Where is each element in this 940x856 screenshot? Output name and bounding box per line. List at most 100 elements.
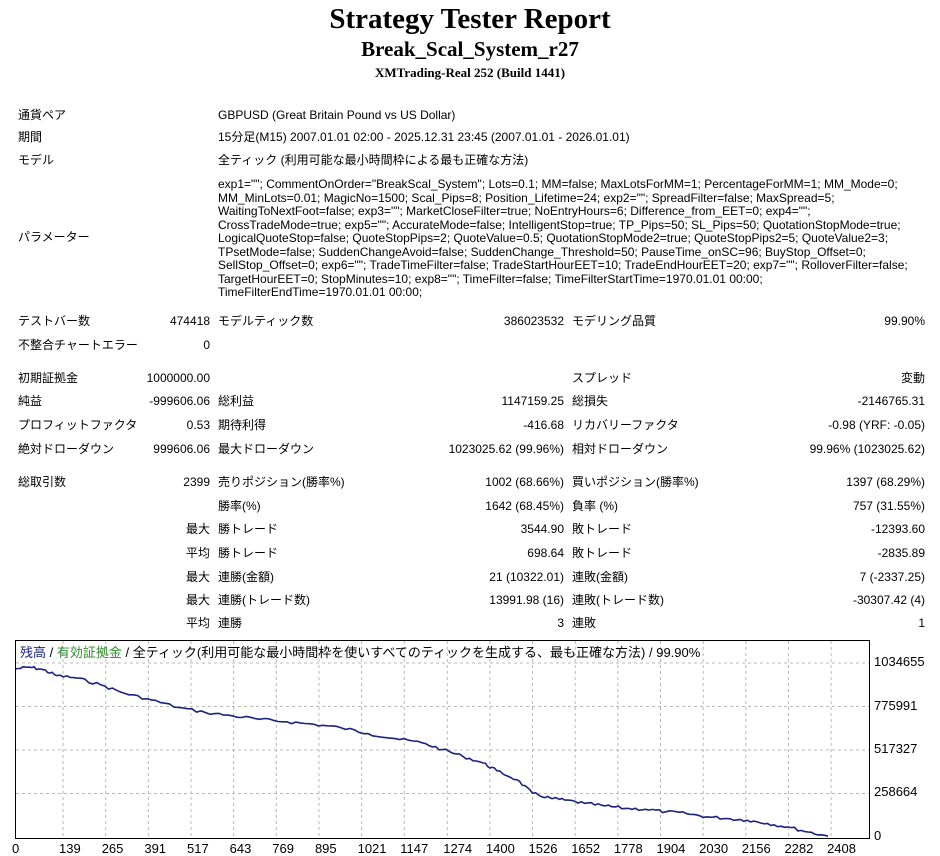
largest-win-value: 3544.90 bbox=[520, 522, 564, 536]
trades-value: 2399 bbox=[183, 475, 210, 489]
avg-label-2: 平均 bbox=[185, 616, 210, 630]
params-label: パラメーター bbox=[18, 230, 90, 244]
params-value: exp1=""; CommentOnOrder="BreakScal_Syste… bbox=[218, 177, 908, 299]
long-label: 買いポジション(勝率%) bbox=[572, 475, 699, 489]
avg-win-label: 勝トレード bbox=[218, 546, 279, 560]
max-dd-value: 1023025.62 (99.96%) bbox=[448, 442, 564, 456]
x-tick-label: 1274 bbox=[443, 841, 473, 856]
pf-value: 0.53 bbox=[186, 418, 210, 432]
recovery-label: リカバリーファクタ bbox=[572, 418, 679, 432]
expected-value: -416.68 bbox=[523, 418, 564, 432]
x-tick-label: 1147 bbox=[400, 841, 429, 856]
bars-label: テストバー数 bbox=[18, 314, 91, 328]
max-consec-win-value: 21 (10322.01) bbox=[489, 570, 564, 584]
period-value: 15分足(M15) 2007.01.01 02:00 - 2025.12.31 … bbox=[218, 130, 630, 144]
x-tick-label: 1904 bbox=[656, 841, 686, 856]
trades-label: 総取引数 bbox=[18, 475, 67, 489]
largest-loss-value: -12393.60 bbox=[870, 522, 925, 536]
avg-consec-win-value: 3 bbox=[557, 616, 564, 630]
bars-value: 474418 bbox=[169, 314, 210, 328]
max-consec-lossamt-value: -30307.42 (4) bbox=[852, 593, 925, 607]
x-tick-label: 0 bbox=[12, 841, 20, 856]
max-consec-win-label: 連勝(金額) bbox=[218, 570, 274, 584]
y-tick-label: 517327 bbox=[874, 741, 918, 756]
deposit-value: 1000000.00 bbox=[146, 371, 210, 385]
ticks-value: 386023532 bbox=[503, 314, 564, 328]
avg-loss-label: 敗トレード bbox=[572, 546, 633, 560]
avg-loss-value: -2835.89 bbox=[877, 546, 925, 560]
ticks-label: モデルティック数 bbox=[218, 314, 314, 328]
model-label: モデル bbox=[18, 153, 55, 167]
winrate-value: 1642 (68.45%) bbox=[485, 499, 564, 513]
x-tick-label: 895 bbox=[314, 841, 337, 856]
y-tick-label: 0 bbox=[874, 828, 882, 843]
x-tick-label: 391 bbox=[144, 841, 167, 856]
max-dd-label: 最大ドローダウン bbox=[218, 442, 315, 456]
period-label: 期間 bbox=[18, 130, 43, 144]
max-consec-loss-label: 連敗(金額) bbox=[572, 570, 628, 584]
balance-line bbox=[16, 665, 829, 837]
avg-consec-loss-label: 連敗 bbox=[572, 616, 597, 630]
avg-label: 平均 bbox=[185, 546, 210, 560]
symbol-label: 通貨ペア bbox=[18, 108, 67, 122]
mismatch-value: 0 bbox=[203, 338, 210, 352]
short-label: 売りポジション(勝率%) bbox=[218, 475, 345, 489]
recovery-value: -0.98 (YRF: -0.05) bbox=[828, 418, 925, 432]
largest-loss-label: 敗トレード bbox=[572, 522, 633, 536]
spread-label: スプレッド bbox=[572, 371, 633, 385]
net-value: -999606.06 bbox=[149, 394, 210, 408]
gross-loss-label: 総損失 bbox=[572, 394, 609, 408]
net-label: 純益 bbox=[18, 394, 43, 408]
x-tick-label: 2282 bbox=[784, 841, 814, 856]
max-consec-profit-value: 13991.98 (16) bbox=[489, 593, 564, 607]
report-title: Strategy Tester Report bbox=[329, 3, 611, 35]
rel-dd-value: 99.96% (1023025.62) bbox=[809, 442, 925, 456]
legend-sep: / bbox=[46, 645, 57, 660]
model-value: 全ティック (利用可能な最小時間枠による最も正確な方法) bbox=[218, 153, 529, 167]
x-tick-label: 1652 bbox=[571, 841, 601, 856]
x-tick-label: 2156 bbox=[741, 841, 771, 856]
x-tick-label: 1778 bbox=[613, 841, 643, 856]
gross-loss-value: -2146765.31 bbox=[857, 394, 925, 408]
y-tick-label: 1034655 bbox=[874, 654, 925, 669]
avg-consec-loss-value: 1 bbox=[918, 616, 925, 630]
x-tick-label: 517 bbox=[187, 841, 209, 856]
short-value: 1002 (68.66%) bbox=[485, 475, 564, 489]
legend-equity: 有効証拠金 bbox=[56, 645, 122, 660]
abs-dd-value: 999606.06 bbox=[153, 442, 210, 456]
max-consec-profit-label: 連勝(トレード数) bbox=[218, 593, 310, 607]
chart-svg bbox=[16, 641, 869, 838]
max-consec-lossamt-label: 連敗(トレード数) bbox=[572, 593, 664, 607]
max-consec-loss-value: 7 (-2337.25) bbox=[859, 570, 925, 584]
quality-value: 99.90% bbox=[884, 314, 925, 328]
x-tick-label: 139 bbox=[59, 841, 81, 856]
quality-label: モデリング品質 bbox=[572, 314, 657, 328]
expected-label: 期待利得 bbox=[218, 418, 267, 432]
max-label-3: 最大 bbox=[185, 593, 210, 607]
gross-profit-label: 総利益 bbox=[218, 394, 255, 408]
mismatch-label: 不整合チャートエラー bbox=[18, 338, 138, 352]
deposit-label: 初期証拠金 bbox=[18, 371, 79, 385]
y-tick-label: 775991 bbox=[874, 697, 918, 713]
server-build: XMTrading-Real 252 (Build 1441) bbox=[374, 65, 566, 80]
balance-chart bbox=[15, 640, 870, 839]
avg-consec-win-label: 連勝 bbox=[218, 616, 243, 630]
x-tick-label: 2408 bbox=[827, 841, 856, 856]
legend-rest: / 全ティック(利用可能な最小時間枠を使いすべてのティックを生成する、最も正確な… bbox=[121, 645, 701, 660]
legend-balance: 残高 bbox=[20, 645, 47, 660]
symbol-value: GBPUSD (Great Britain Pound vs US Dollar… bbox=[218, 108, 456, 122]
pf-label: プロフィットファクタ bbox=[18, 418, 138, 432]
y-tick-label: 258664 bbox=[874, 784, 918, 800]
x-tick-label: 265 bbox=[101, 841, 124, 856]
rel-dd-label: 相対ドローダウン bbox=[572, 442, 669, 456]
x-tick-label: 1526 bbox=[528, 841, 558, 856]
winrate-label: 勝率(%) bbox=[218, 499, 261, 513]
largest-win-label: 勝トレード bbox=[218, 522, 279, 536]
x-tick-label: 2030 bbox=[699, 841, 729, 856]
lossrate-value: 757 (31.55%) bbox=[852, 499, 925, 513]
chart-legend: 残高 / 有効証拠金 / 全ティック(利用可能な最小時間枠を使いすべてのティック… bbox=[20, 645, 700, 661]
max-label: 最大 bbox=[185, 522, 210, 536]
abs-dd-label: 絶対ドローダウン bbox=[18, 442, 115, 456]
x-tick-label: 1021 bbox=[357, 841, 387, 856]
ea-name: Break_Scal_System_r27 bbox=[361, 37, 579, 61]
